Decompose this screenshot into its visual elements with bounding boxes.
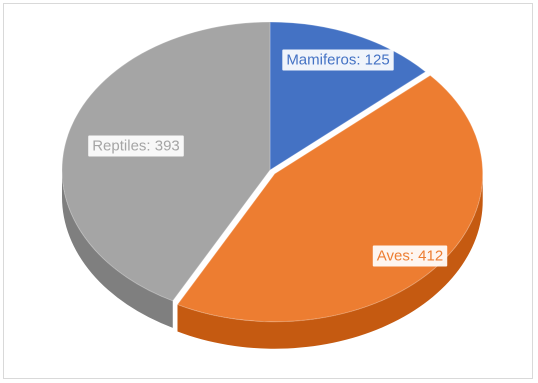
pie-side-reptiles — [61, 170, 173, 328]
data-label-reptiles: Reptiles: 393 — [88, 135, 184, 157]
data-label-text: Aves: 412 — [377, 248, 443, 265]
pie-sides — [61, 170, 483, 349]
data-label-box — [372, 245, 448, 267]
pie-tops — [61, 21, 484, 323]
data-label-aves: Aves: 412 — [372, 245, 448, 267]
data-label-box — [88, 135, 184, 157]
pie-slice-reptiles — [61, 21, 271, 302]
pie-side-aves — [177, 173, 483, 349]
data-label-text: Mamiferos: 125 — [286, 52, 389, 69]
data-label-box — [282, 49, 394, 71]
pie-labels: Mamiferos: 125 Aves: 412 Reptiles: 393 — [88, 49, 448, 267]
data-label-mamiferos: Mamiferos: 125 — [282, 49, 394, 71]
data-label-text: Reptiles: 393 — [92, 138, 180, 155]
